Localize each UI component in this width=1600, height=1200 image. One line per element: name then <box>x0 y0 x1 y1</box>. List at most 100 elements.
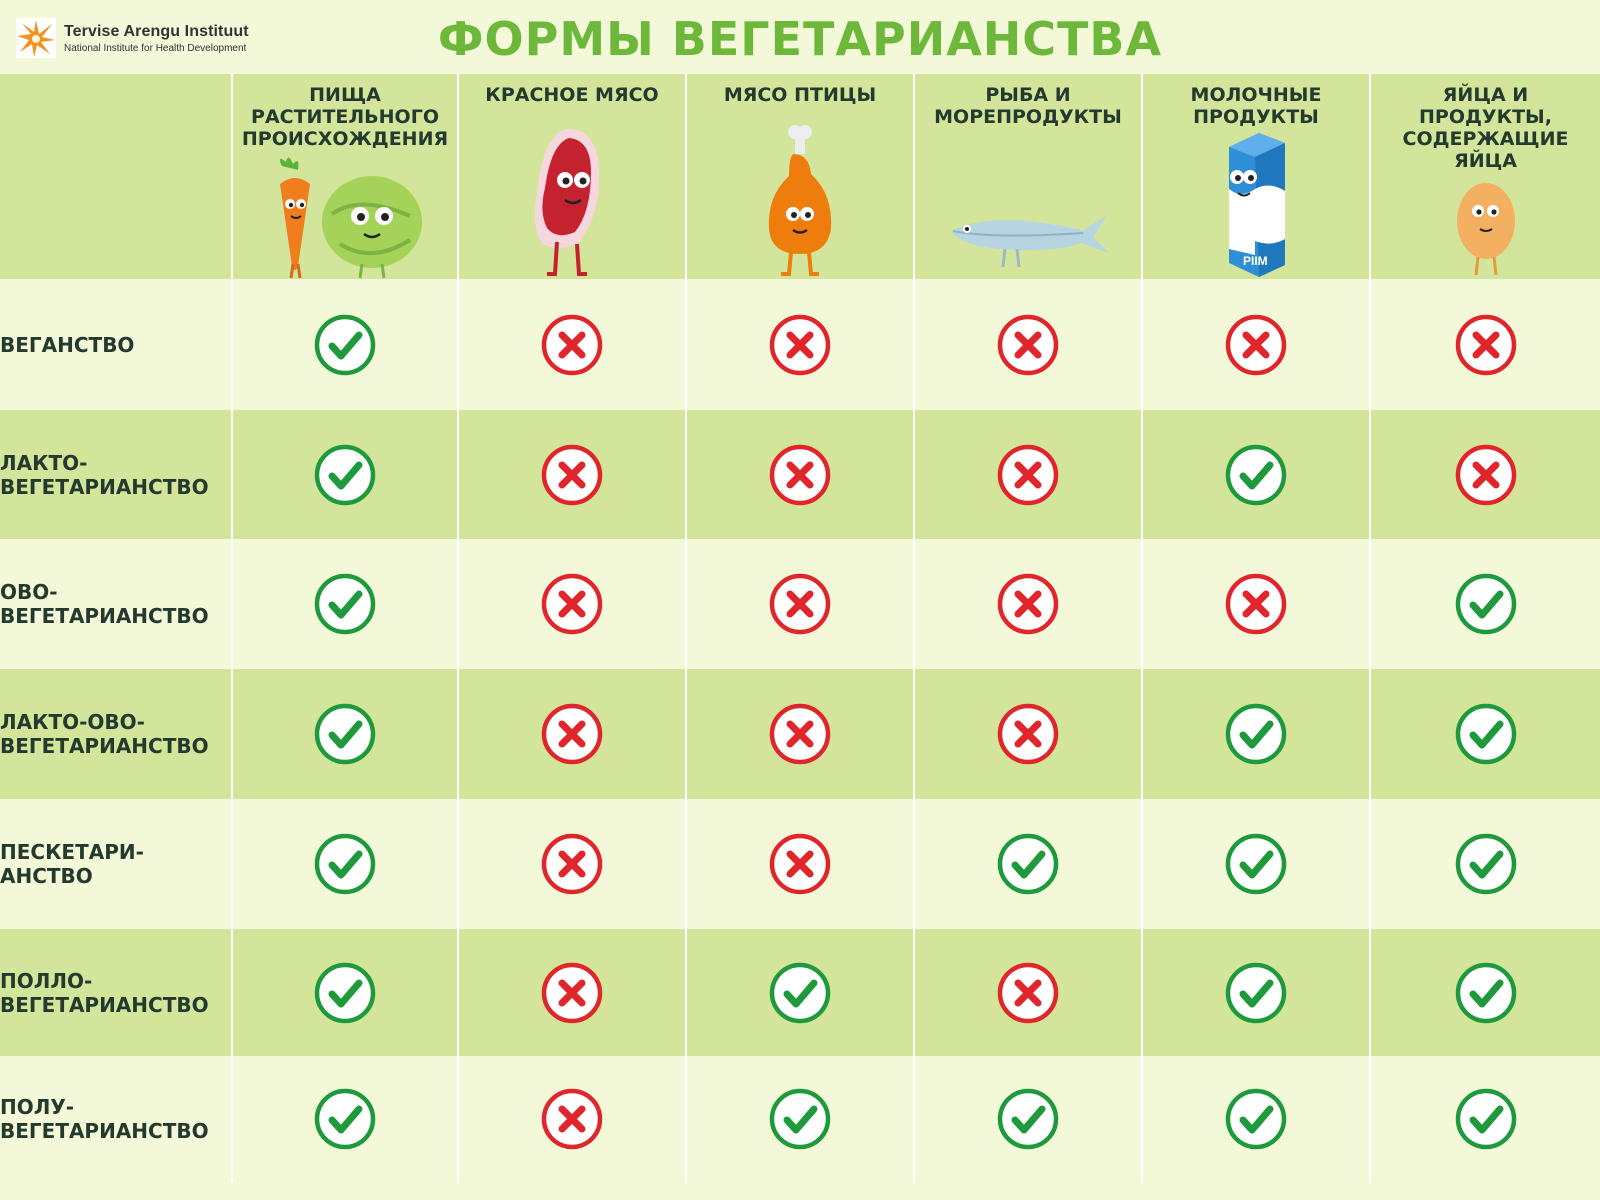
column-label: РЫБА И МОРЕПРОДУКТЫ <box>934 84 1122 128</box>
allowed-cell <box>1141 799 1370 929</box>
check-icon <box>769 962 831 1023</box>
not-allowed-cell <box>457 799 686 929</box>
milk-carton-text: PIIM <box>1243 254 1268 268</box>
check-icon <box>997 833 1059 895</box>
allowed-cell <box>1141 929 1370 1056</box>
not-allowed-cell <box>685 799 914 929</box>
cross-icon <box>769 833 831 895</box>
table-row: ВЕГАНСТВО <box>0 279 1600 410</box>
cross-icon <box>541 703 603 765</box>
row-label: ВЕГАНСТВО <box>0 279 232 410</box>
check-icon <box>314 833 376 895</box>
column-label: ПИЩА РАСТИТЕЛЬНОГО ПРОИСХОЖДЕНИЯ <box>241 84 449 150</box>
not-allowed-cell <box>685 539 914 669</box>
cross-icon <box>769 703 831 765</box>
allowed-cell <box>231 799 458 929</box>
allowed-cell <box>1369 929 1600 1056</box>
row-label: ЛАКТО-ВЕГЕТАРИАНСТВО <box>0 410 232 539</box>
diet-table: ПИЩА РАСТИТЕЛЬНОГО ПРОИСХОЖДЕНИЯ <box>0 74 1600 1182</box>
cross-icon <box>541 444 603 505</box>
cross-icon <box>997 703 1059 765</box>
allowed-cell <box>685 929 914 1056</box>
not-allowed-cell <box>913 410 1142 539</box>
check-icon <box>1225 444 1287 505</box>
logo: Tervise Arengu Instituut National Instit… <box>16 18 249 58</box>
logo-name: Tervise Arengu Instituut <box>64 22 249 40</box>
cross-icon <box>769 573 831 635</box>
not-allowed-cell <box>1369 279 1600 410</box>
not-allowed-cell <box>1141 539 1370 669</box>
not-allowed-cell <box>457 929 686 1056</box>
allowed-cell <box>231 1056 458 1182</box>
table-row: ПОЛЛО-ВЕГЕТАРИАНСТВО <box>0 929 1600 1056</box>
not-allowed-cell <box>457 1056 686 1182</box>
row-label: ПОЛУ-ВЕГЕТАРИАНСТВО <box>0 1056 232 1182</box>
check-icon <box>1455 833 1516 895</box>
carrot-cabbage-icon <box>279 157 422 279</box>
allowed-cell <box>913 799 1142 929</box>
cross-icon <box>541 1088 603 1150</box>
cross-icon <box>1225 573 1287 635</box>
col-red-meat: КРАСНОЕ МЯСО <box>457 74 686 279</box>
cross-icon <box>997 962 1059 1023</box>
not-allowed-cell <box>685 279 914 410</box>
check-icon <box>314 703 376 765</box>
row-label: ПОЛЛО-ВЕГЕТАРИАНСТВО <box>0 929 232 1056</box>
check-icon <box>1225 833 1287 895</box>
allowed-cell <box>231 410 458 539</box>
column-label: ЯЙЦА И ПРОДУКТЫ, СОДЕРЖАЩИЕ ЯЙЦА <box>1402 84 1569 172</box>
cross-icon <box>541 314 603 375</box>
not-allowed-cell <box>457 669 686 799</box>
not-allowed-cell <box>457 410 686 539</box>
header-row: ПИЩА РАСТИТЕЛЬНОГО ПРОИСХОЖДЕНИЯ <box>0 74 1600 279</box>
check-icon <box>314 1088 376 1150</box>
table-row: ЛАКТО-ВЕГЕТАРИАНСТВО <box>0 410 1600 539</box>
cross-icon <box>997 444 1059 505</box>
check-icon <box>997 1088 1059 1150</box>
cross-icon <box>769 314 831 375</box>
cross-icon <box>541 962 603 1023</box>
check-icon <box>1225 1088 1287 1150</box>
check-icon <box>769 1088 831 1150</box>
header-bar: Tervise Arengu Instituut National Instit… <box>0 0 1600 74</box>
row-label: ЛАКТО-ОВО-ВЕГЕТАРИАНСТВО <box>0 669 232 799</box>
allowed-cell <box>1141 669 1370 799</box>
cross-icon <box>541 833 603 895</box>
column-label: КРАСНОЕ МЯСО <box>485 84 659 106</box>
logo-star-icon <box>16 18 56 58</box>
row-label: ПЕСКЕТАРИ-АНСТВО <box>0 799 232 929</box>
not-allowed-cell <box>685 410 914 539</box>
chicken-leg-icon <box>768 125 832 276</box>
table-row: ОВО-ВЕГЕТАРИАНСТВО <box>0 539 1600 669</box>
check-icon <box>1455 573 1516 635</box>
page-title: ФОРМЫ ВЕГЕТАРИАНСТВА <box>437 12 1163 66</box>
col-poultry: МЯСО ПТИЦЫ <box>685 74 914 279</box>
allowed-cell <box>1369 539 1600 669</box>
col-fish-seafood: РЫБА И МОРЕПРОДУКТЫ <box>913 74 1142 279</box>
check-icon <box>314 444 376 505</box>
not-allowed-cell <box>1141 279 1370 410</box>
cross-icon <box>997 314 1059 375</box>
row-label: ОВО-ВЕГЕТАРИАНСТВО <box>0 539 232 669</box>
steak-icon <box>534 129 600 276</box>
check-icon <box>1225 962 1287 1023</box>
cross-icon <box>1225 314 1287 375</box>
allowed-cell <box>231 539 458 669</box>
allowed-cell <box>1141 1056 1370 1182</box>
cross-icon <box>997 573 1059 635</box>
egg-icon <box>1456 183 1515 276</box>
not-allowed-cell <box>913 929 1142 1056</box>
allowed-cell <box>1369 1056 1600 1182</box>
cross-icon <box>541 573 603 635</box>
not-allowed-cell <box>913 279 1142 410</box>
table-row: ПОЛУ-ВЕГЕТАРИАНСТВО <box>0 1056 1600 1182</box>
col-plant-food: ПИЩА РАСТИТЕЛЬНОГО ПРОИСХОЖДЕНИЯ <box>231 74 458 279</box>
table-row: ЛАКТО-ОВО-ВЕГЕТАРИАНСТВО <box>0 669 1600 799</box>
allowed-cell <box>1369 669 1600 799</box>
not-allowed-cell <box>457 279 686 410</box>
allowed-cell <box>685 1056 914 1182</box>
check-icon <box>314 314 376 375</box>
column-label: МОЛОЧНЫЕ ПРОДУКТЫ <box>1190 84 1322 128</box>
allowed-cell <box>913 1056 1142 1182</box>
